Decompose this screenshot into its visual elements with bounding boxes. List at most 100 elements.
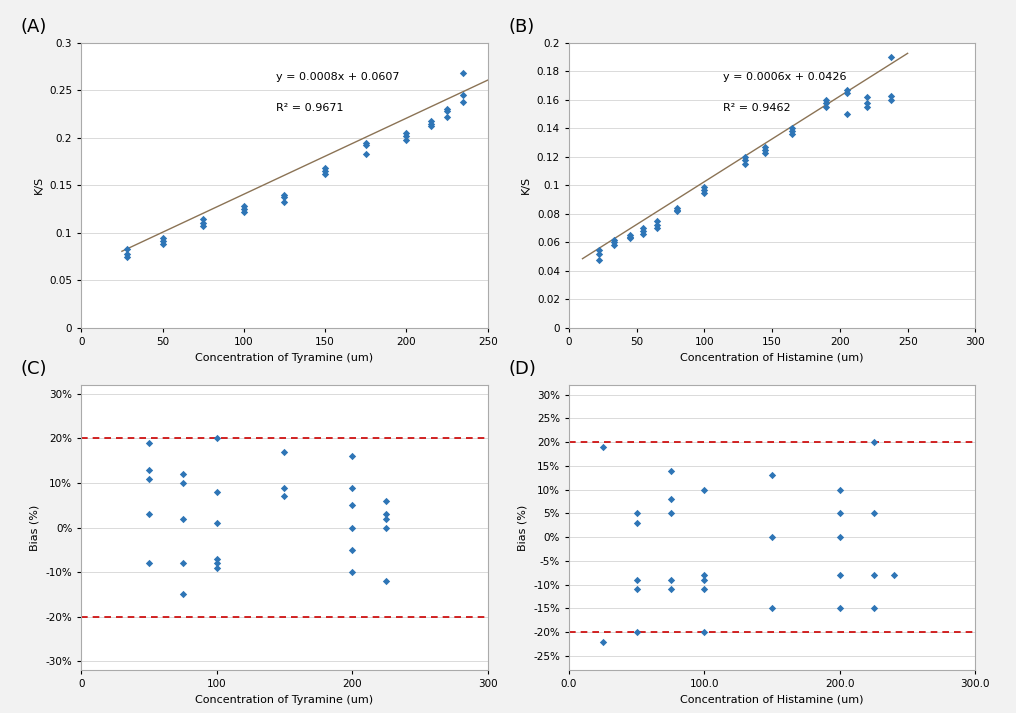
Point — [662, 465, 679, 476]
Point — [398, 130, 415, 142]
Point — [662, 493, 679, 505]
Point — [154, 235, 171, 246]
Point — [649, 215, 665, 227]
Text: y = 0.0008x + 0.0607: y = 0.0008x + 0.0607 — [276, 72, 400, 82]
Point — [276, 191, 293, 202]
Point — [119, 248, 135, 260]
Point — [175, 478, 191, 489]
Point — [606, 237, 622, 248]
Point — [883, 94, 899, 106]
Point — [886, 570, 902, 581]
Point — [622, 232, 638, 244]
Point — [195, 220, 211, 232]
Point — [378, 508, 394, 520]
Point — [606, 240, 622, 251]
Point — [208, 558, 225, 569]
Point — [344, 544, 361, 555]
Point — [276, 491, 293, 502]
Point — [696, 574, 712, 585]
Point — [784, 125, 801, 137]
Point — [154, 239, 171, 250]
Point — [838, 84, 854, 96]
X-axis label: Concentration of Tyramine (um): Concentration of Tyramine (um) — [195, 694, 374, 705]
Point — [439, 111, 455, 123]
Y-axis label: K/S: K/S — [521, 176, 531, 195]
Point — [866, 602, 882, 614]
Point — [141, 558, 157, 569]
Point — [838, 108, 854, 120]
Point — [629, 517, 645, 528]
Point — [455, 89, 471, 101]
Point — [696, 181, 712, 193]
Point — [398, 128, 415, 139]
Point — [764, 602, 780, 614]
Point — [455, 96, 471, 108]
Point — [662, 508, 679, 519]
Point — [696, 187, 712, 198]
Point — [784, 123, 801, 134]
Point — [757, 141, 773, 153]
Point — [344, 566, 361, 578]
Point — [696, 570, 712, 581]
Point — [208, 553, 225, 565]
Point — [832, 484, 848, 496]
Point — [594, 441, 611, 453]
Y-axis label: Bias (%): Bias (%) — [29, 505, 40, 550]
Point — [590, 248, 607, 260]
Point — [378, 522, 394, 533]
Point — [344, 500, 361, 511]
Point — [866, 570, 882, 581]
Point — [276, 189, 293, 200]
Point — [175, 513, 191, 525]
Point — [866, 436, 882, 448]
Point — [317, 165, 333, 177]
Point — [141, 464, 157, 476]
Point — [818, 94, 834, 106]
Text: (B): (B) — [508, 18, 534, 36]
Point — [838, 87, 854, 98]
Point — [670, 204, 686, 215]
Point — [208, 562, 225, 573]
Point — [455, 68, 471, 79]
Point — [635, 225, 651, 237]
Point — [662, 574, 679, 585]
Point — [859, 97, 875, 108]
Point — [423, 118, 439, 129]
Point — [276, 482, 293, 493]
Text: y = 0.0006x + 0.0426: y = 0.0006x + 0.0426 — [723, 72, 847, 82]
Point — [378, 495, 394, 506]
Point — [757, 144, 773, 155]
Point — [883, 51, 899, 63]
Point — [175, 558, 191, 569]
Point — [635, 228, 651, 240]
Point — [208, 433, 225, 444]
Text: R² = 0.9462: R² = 0.9462 — [723, 103, 791, 113]
Point — [866, 508, 882, 519]
Point — [378, 575, 394, 587]
Text: (D): (D) — [508, 360, 535, 379]
Point — [883, 90, 899, 101]
Point — [649, 220, 665, 231]
Point — [696, 184, 712, 195]
Point — [378, 513, 394, 525]
Point — [662, 584, 679, 595]
Text: R² = 0.9671: R² = 0.9671 — [276, 103, 343, 113]
Text: (A): (A) — [20, 18, 47, 36]
Point — [276, 196, 293, 207]
X-axis label: Concentration of Histamine (um): Concentration of Histamine (um) — [681, 694, 864, 705]
Point — [358, 140, 374, 151]
Point — [119, 251, 135, 262]
Text: (C): (C) — [20, 360, 47, 379]
Point — [832, 602, 848, 614]
Point — [832, 570, 848, 581]
Point — [737, 158, 753, 170]
Point — [141, 437, 157, 448]
Point — [590, 254, 607, 265]
Point — [832, 508, 848, 519]
Point — [818, 101, 834, 113]
Point — [606, 234, 622, 245]
Point — [195, 213, 211, 225]
Point — [696, 584, 712, 595]
Point — [629, 627, 645, 638]
Point — [757, 147, 773, 158]
